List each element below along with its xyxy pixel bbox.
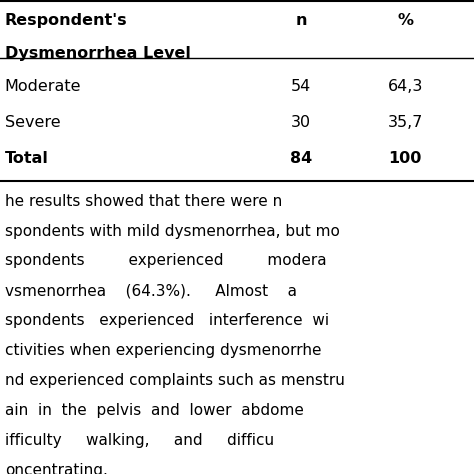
Text: he results showed that there were n: he results showed that there were n <box>5 193 282 209</box>
Text: spondents         experienced         modera: spondents experienced modera <box>5 254 327 268</box>
Text: 84: 84 <box>290 151 312 166</box>
Text: spondents with mild dysmenorrhea, but mo: spondents with mild dysmenorrhea, but mo <box>5 224 339 238</box>
Text: ctivities when experiencing dysmenorrhe: ctivities when experiencing dysmenorrhe <box>5 343 321 358</box>
Text: ifficulty     walking,     and     difficu: ifficulty walking, and difficu <box>5 433 274 448</box>
Text: n: n <box>295 13 307 28</box>
Text: nd experienced complaints such as menstru: nd experienced complaints such as menstr… <box>5 373 345 388</box>
Text: Respondent's: Respondent's <box>5 13 128 28</box>
Text: 35,7: 35,7 <box>388 115 423 130</box>
Text: %: % <box>397 13 413 28</box>
Text: Dysmenorrhea Level: Dysmenorrhea Level <box>5 46 191 61</box>
Text: vsmenorrhea    (64.3%).     Almost    a: vsmenorrhea (64.3%). Almost a <box>5 283 297 298</box>
Text: oncentrating.: oncentrating. <box>5 463 108 474</box>
Text: Moderate: Moderate <box>5 79 81 94</box>
Text: Total: Total <box>5 151 49 166</box>
Text: spondents   experienced   interference  wi: spondents experienced interference wi <box>5 313 329 328</box>
Text: 54: 54 <box>291 79 311 94</box>
Text: ain  in  the  pelvis  and  lower  abdome: ain in the pelvis and lower abdome <box>5 403 304 418</box>
Text: 100: 100 <box>389 151 422 166</box>
Text: Severe: Severe <box>5 115 60 130</box>
Text: 30: 30 <box>291 115 311 130</box>
Text: 64,3: 64,3 <box>388 79 423 94</box>
